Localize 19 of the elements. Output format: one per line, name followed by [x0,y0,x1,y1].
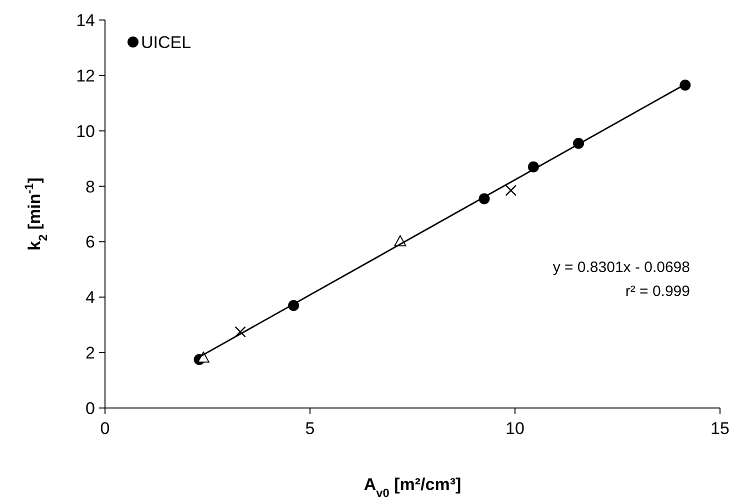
point [234,326,246,338]
y-tick-label: 8 [86,177,95,196]
y-tick-label: 10 [76,122,95,141]
point [680,80,691,91]
point [505,184,517,196]
y-tick-label: 14 [76,11,95,30]
x-tick-label: 5 [305,419,315,438]
y-tick-label: 0 [86,399,95,418]
x-tick-label: 15 [710,419,730,438]
annotation: y = 0.8301x - 0.0698 [552,259,690,276]
y-tick-label: 2 [86,344,95,363]
annotation: r² = 0.999 [625,283,690,300]
x-axis-title: A$_{v0}$ [m²/cm³] [364,475,462,500]
x-tick-label: 0 [100,419,110,438]
y-tick-label: 4 [86,288,95,308]
x-tick-label: 10 [506,419,524,438]
legend-label: UICEL [141,33,192,52]
y-tick-label: 6 [86,232,95,252]
y-tick-label: 12 [76,66,95,86]
